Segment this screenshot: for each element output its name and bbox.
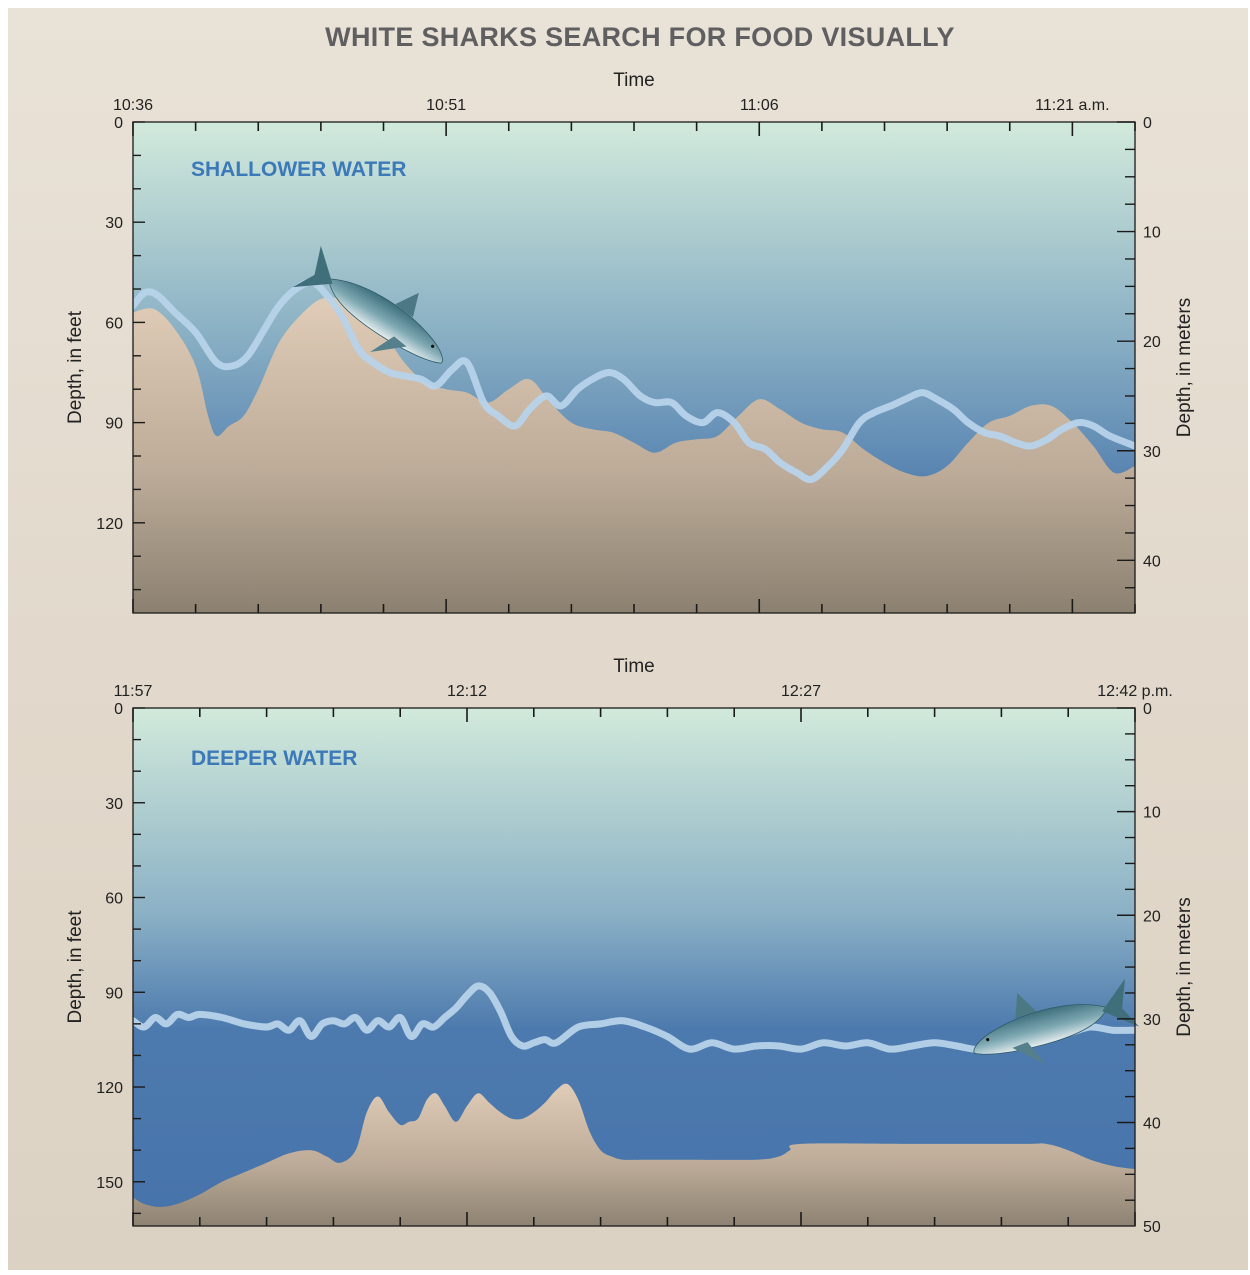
shark-dorsal-fin bbox=[1015, 993, 1037, 1019]
shark-eye bbox=[431, 344, 435, 348]
shark-tail bbox=[1102, 978, 1140, 1027]
x-tick-label: 11:21 a.m. bbox=[1035, 97, 1109, 114]
seafloor-area bbox=[133, 1083, 1135, 1226]
y-tick-label-right: 30 bbox=[1143, 1012, 1161, 1029]
y-tick-label-left: 0 bbox=[114, 701, 123, 718]
panel-shallower-water: 10:36 10:51 11:06 11:21 a.m. 0 30 60 90 120 0 10 20… bbox=[65, 70, 1195, 614]
y-tick-label-left: 120 bbox=[96, 516, 123, 533]
y-tick-label-right: 20 bbox=[1143, 908, 1161, 925]
y-tick-label-right: 50 bbox=[1143, 1219, 1161, 1236]
y-axis-title-left: Depth, in feet bbox=[65, 910, 86, 1024]
x-tick-label: 10:51 bbox=[426, 97, 466, 114]
shark-pectoral-fin bbox=[370, 336, 407, 353]
x-tick-label: 12:12 bbox=[447, 683, 487, 700]
y-tick-label-right: 0 bbox=[1143, 701, 1152, 718]
chart-canvas: 10:36 10:51 11:06 11:21 a.m. 0 30 60 90 120 0 10 20… bbox=[65, 70, 1195, 1236]
shark-body bbox=[973, 1004, 1109, 1055]
y-tick-label-right: 10 bbox=[1143, 805, 1161, 822]
shark-pectoral-fin bbox=[1012, 1042, 1046, 1065]
y-tick-label-left: 30 bbox=[105, 796, 123, 813]
y-tick-label-right: 0 bbox=[1143, 115, 1152, 132]
y-tick-label-left: 30 bbox=[105, 215, 123, 232]
shark-icon bbox=[292, 245, 443, 364]
shark-track-line bbox=[133, 982, 1135, 1053]
x-axis-title: Time bbox=[613, 656, 655, 677]
y-tick-label-right: 40 bbox=[1143, 1116, 1161, 1133]
y-axis-title-left: Depth, in feet bbox=[65, 310, 86, 424]
y-tick-label-left: 120 bbox=[96, 1080, 123, 1097]
y-tick-label-right: 30 bbox=[1143, 444, 1161, 461]
y-tick-label-left: 90 bbox=[105, 985, 123, 1002]
seafloor-area bbox=[133, 297, 1135, 613]
shark-body bbox=[328, 278, 443, 364]
main-title: WHITE SHARKS SEARCH FOR FOOD VISUALLY bbox=[325, 22, 955, 52]
panel-deeper-water: 11:57 12:12 12:27 12:42 p.m.030609012015001… bbox=[65, 656, 1195, 1236]
y-tick-label-right: 20 bbox=[1143, 334, 1161, 351]
y-axis-title-right: Depth, in meters bbox=[1174, 298, 1195, 437]
x-tick-label: 12:27 bbox=[781, 683, 821, 700]
x-tick-label: 10:36 bbox=[113, 97, 153, 114]
figure-panel: WHITE SHARKS SEARCH FOR FOOD VISUALLY bbox=[8, 8, 1248, 1270]
y-tick-label-right: 10 bbox=[1143, 225, 1161, 242]
shark-icon bbox=[973, 978, 1140, 1065]
shark-dorsal-fin bbox=[395, 292, 419, 318]
y-tick-label-left: 90 bbox=[105, 416, 123, 433]
x-tick-label: 12:42 p.m. bbox=[1097, 683, 1173, 700]
y-tick-label-left: 60 bbox=[105, 315, 123, 332]
plot-area bbox=[133, 982, 1135, 1226]
y-tick-label-right: 40 bbox=[1143, 553, 1161, 570]
y-tick-label-left: 150 bbox=[96, 1175, 123, 1192]
y-tick-label-left: 0 bbox=[114, 115, 123, 132]
x-axis-title: Time bbox=[613, 70, 655, 91]
y-axis-title-right: Depth, in meters bbox=[1174, 897, 1195, 1036]
region-label: DEEPER WATER bbox=[191, 747, 357, 770]
x-tick-label: 11:57 bbox=[114, 683, 153, 700]
region-label: SHALLOWER WATER bbox=[191, 158, 406, 181]
shark-eye bbox=[986, 1038, 990, 1042]
water-area bbox=[133, 708, 1135, 1226]
x-tick-label: 11:06 bbox=[740, 97, 779, 114]
y-tick-label-left: 60 bbox=[105, 891, 123, 908]
shark-tail bbox=[292, 245, 333, 288]
